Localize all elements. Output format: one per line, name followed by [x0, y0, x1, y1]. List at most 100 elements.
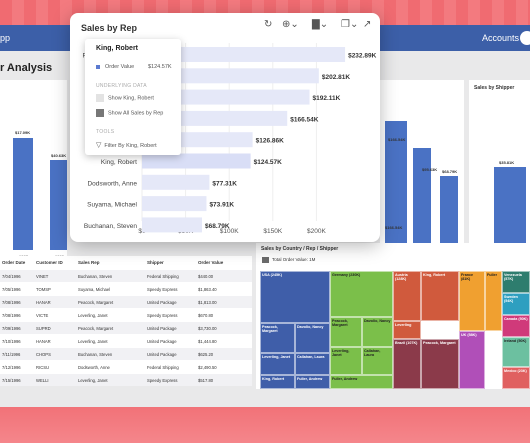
x-tick-label: $150K: [263, 228, 282, 235]
menu-section: UNDERLYING DATA: [96, 83, 147, 89]
treemap-cell[interactable]: Fuller, Andrew: [330, 375, 393, 389]
bar-label: $166.54K: [388, 137, 406, 142]
treemap-cell[interactable]: France (81K): [459, 271, 485, 331]
treemap-cell[interactable]: Peacock, Margaret: [330, 317, 362, 347]
table-cell: VICTE: [36, 313, 49, 318]
treemap-cell[interactable]: Callahan, Laura: [295, 353, 330, 375]
treemap-cell[interactable]: Callahan, Laura: [362, 347, 393, 375]
chart-type-icon[interactable]: ▇⌄: [312, 19, 329, 30]
treemap-cell[interactable]: Austria (128K): [393, 271, 421, 321]
treemap-cell[interactable]: Brazil (107K): [393, 339, 421, 389]
bar-label: $95.63K: [422, 167, 438, 172]
menu-item-show-rep[interactable]: Show King, Robert: [96, 94, 154, 102]
treemap-cell[interactable]: Davolio, Nancy: [362, 317, 393, 347]
orders-table: Order Date Customer ID Sales Rep Shipper…: [0, 256, 252, 386]
context-menu: King, Robert Order Value $124.57K UNDERL…: [85, 39, 181, 155]
table-row[interactable]: 7/08/1996 VICTE Leverling, Janet Speedy Exp…: [0, 309, 252, 321]
user-avatar[interactable]: [520, 31, 530, 45]
refresh-icon[interactable]: ↻: [264, 19, 273, 30]
shipper-bar[interactable]: [494, 167, 526, 257]
treemap-card: Sales by Country / Rep / Shipper Total O…: [256, 243, 530, 389]
menu-value-text: Order Value: [105, 64, 135, 70]
treemap-cell[interactable]: UK (58K): [459, 331, 485, 389]
table-cell: Speedy Express: [147, 313, 178, 318]
treemap-cell[interactable]: King, Robert: [260, 375, 295, 389]
table-row[interactable]: 7/11/1996 CHOPS Buchanan, Steven United Pac…: [0, 348, 252, 360]
treemap-cell[interactable]: Ireland (50K): [502, 337, 530, 367]
year-bar[interactable]: [50, 160, 67, 250]
table-cell: SUPRD: [36, 326, 51, 331]
table-icon: [96, 94, 104, 102]
treemap-cell[interactable]: Canada (50K): [502, 315, 530, 337]
table-cell: $440.00: [198, 274, 214, 279]
table-cell: VINET: [36, 274, 49, 279]
rep-bar[interactable]: [142, 174, 210, 190]
table-cell: 7/10/1996: [2, 339, 21, 344]
table-row[interactable]: 7/05/1996 TOMSP Suyama, Michael Speedy Expr…: [0, 283, 252, 295]
table-cell: $3,730.00: [198, 326, 217, 331]
table-cell: Leverling, Janet: [78, 313, 108, 318]
treemap-cell[interactable]: Peacock, Margaret: [260, 323, 295, 353]
table-row[interactable]: 7/10/1996 HANAR Leverling, Janet United Pac…: [0, 335, 252, 347]
table-row[interactable]: 7/12/1996 RICSU Dodsworth, Anne Federal Shi…: [0, 361, 252, 373]
popup-title: Sales by Rep: [81, 23, 138, 33]
col-header[interactable]: Shipper: [147, 260, 164, 265]
rep-bar[interactable]: [385, 121, 407, 250]
menu-item-filter[interactable]: ▽ Filter By King, Robert: [96, 141, 157, 149]
table-cell: United Package: [147, 352, 177, 357]
table-cell: Peacock, Margaret: [78, 326, 114, 331]
rep-bar[interactable]: [142, 47, 346, 62]
treemap-cell[interactable]: Leverling: [393, 321, 421, 339]
rep-bar[interactable]: [142, 153, 251, 169]
treemap-cell[interactable]: Leverling, Janet: [330, 347, 362, 375]
bar-label: $35.81K: [499, 160, 515, 165]
rep-chart-card: $166.54K $166.54K $95.63K $68.79K: [380, 80, 464, 262]
table-cell: 7/04/1996: [2, 274, 21, 279]
zoom-icon[interactable]: ⊕⌄: [282, 19, 299, 30]
treemap-cell[interactable]: Sweden (54K): [502, 293, 530, 315]
table-cell: HANAR: [36, 300, 51, 305]
bar-value-label: $202.81K: [322, 74, 350, 81]
treemap-cell[interactable]: Peacock, Margaret: [421, 339, 459, 389]
treemap-cell[interactable]: Mexico (23K): [502, 367, 530, 389]
bar-value-label: $124.57K: [254, 159, 282, 166]
accounts-link[interactable]: Accounts: [482, 33, 520, 43]
treemap-cell[interactable]: Venezuela (57K): [502, 271, 530, 293]
rep-bar[interactable]: [142, 196, 207, 212]
treemap-cell[interactable]: Fuller: [485, 271, 502, 331]
rep-bar[interactable]: [440, 176, 458, 250]
bar-value-label: $73.91K: [209, 202, 234, 209]
table-cell: $1,863.40: [198, 287, 217, 292]
col-header[interactable]: Order Value: [198, 260, 224, 265]
rep-bar[interactable]: [142, 89, 310, 105]
table-row[interactable]: 7/08/1996 HANAR Peacock, Margaret United Pa…: [0, 296, 252, 308]
table-cell: $517.80: [198, 378, 214, 383]
treemap-cell[interactable]: Davolio, Nancy: [295, 323, 330, 353]
col-header[interactable]: Order Date: [2, 260, 26, 265]
treemap-cell[interactable]: King, Robert: [421, 271, 459, 321]
rep-bar[interactable]: [142, 217, 202, 233]
col-header[interactable]: Customer ID: [36, 260, 63, 265]
table-icon: [96, 109, 104, 117]
table-cell: Federal Shipping: [147, 365, 179, 370]
table-row[interactable]: 7/04/1996 VINET Buchanan, Steven Federal Sh…: [0, 270, 252, 282]
rep-bar[interactable]: [413, 148, 431, 250]
copy-icon[interactable]: ❐⌄: [341, 19, 359, 30]
col-header[interactable]: Sales Rep: [78, 260, 100, 265]
expand-icon[interactable]: ↗: [363, 19, 372, 30]
treemap-cell[interactable]: Leverling, Janet: [260, 353, 295, 375]
year-bar[interactable]: [13, 138, 33, 250]
table-row[interactable]: 7/15/1996 WELLI Leverling, Janet Speedy Exp…: [0, 374, 252, 386]
page-title: r Analysis: [0, 62, 53, 74]
table-row[interactable]: 7/09/1996 SUPRD Peacock, Margaret United Pa…: [0, 322, 252, 334]
shipper-chart-card: Sales by Shipper $35.81K Federal Shippin…: [469, 80, 530, 263]
table-cell: 7/15/1996: [2, 378, 21, 383]
rep-bar[interactable]: [142, 68, 319, 84]
menu-item-show-all[interactable]: Show All Sales by Rep: [96, 109, 163, 117]
treemap-cell[interactable]: Germany (230K): [330, 271, 393, 317]
table-cell: $625.20: [198, 352, 214, 357]
table-cell: RICSU: [36, 365, 50, 370]
table-cell: United Package: [147, 300, 177, 305]
treemap-cell[interactable]: USA (245K): [260, 271, 330, 323]
treemap-cell[interactable]: Fuller, Andrew: [295, 375, 330, 389]
